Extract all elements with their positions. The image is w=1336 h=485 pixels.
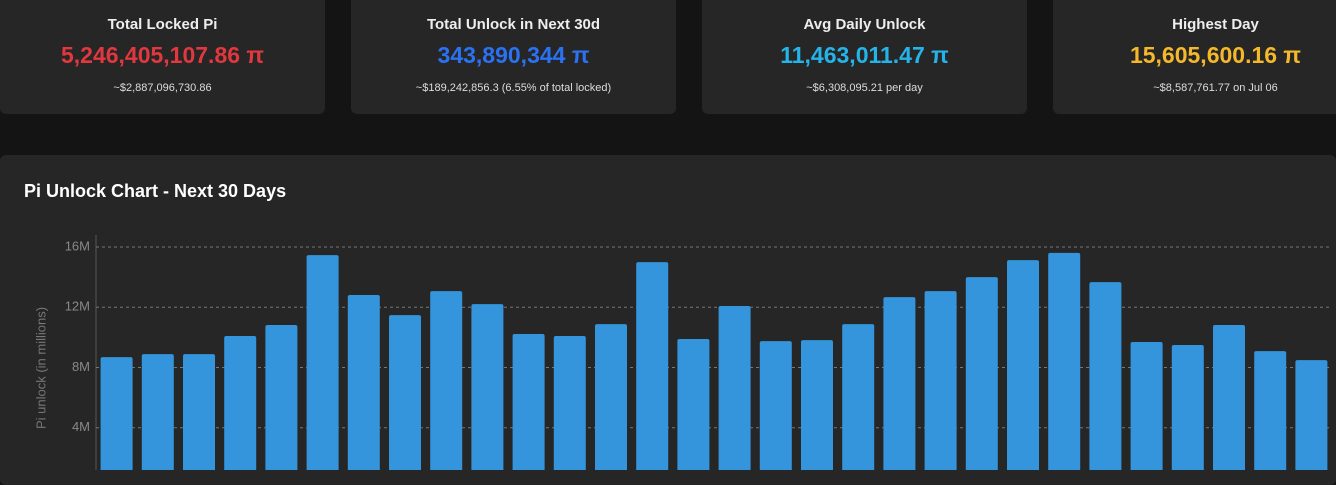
card-subtext: ~$2,887,096,730.86 (113, 82, 212, 94)
bar (1130, 342, 1163, 485)
card-subtext: ~$6,308,095.21 per day (806, 82, 923, 94)
bar (595, 324, 627, 485)
card-value: 15,605,600.16 π (1129, 42, 1302, 68)
bar (636, 262, 669, 485)
bar (883, 297, 916, 485)
bar (924, 291, 957, 485)
card-label: Avg Daily Unlock (803, 16, 926, 33)
y-tick-label: 8M (72, 359, 90, 374)
stat-card: Highest Day 15,605,600.16 π ~$8,587,761.77… (1053, 0, 1336, 114)
chart-card: Pi Unlock Chart - Next 30 Days Pi unlock… (0, 155, 1336, 485)
bar (141, 354, 174, 485)
card-subtext: ~$8,587,761.77 on Jul 06 (1153, 82, 1278, 94)
y-axis-label: Pi unlock (in millions) (33, 307, 48, 429)
bar (1213, 325, 1245, 485)
card-label: Highest Day (1172, 16, 1259, 33)
bar (842, 324, 875, 485)
bar (759, 341, 792, 485)
card-value: 343,890,344 π (437, 42, 590, 68)
bar (224, 336, 257, 485)
bar (471, 304, 504, 485)
bar (430, 291, 463, 485)
bar (1007, 260, 1039, 485)
bar (512, 334, 545, 485)
card-label: Total Unlock in Next 30d (426, 16, 601, 33)
bar (183, 354, 215, 485)
card-subtext: ~$189,242,856.3 (6.55% of total locked) (415, 82, 612, 94)
chart-title: Pi Unlock Chart - Next 30 Days (24, 181, 286, 201)
bar (553, 336, 586, 485)
bar (389, 315, 421, 485)
bar (1048, 252, 1081, 485)
bar (265, 325, 298, 485)
stat-card: Total Locked Pi 5,246,405,107.86 π ~$2,887… (0, 0, 325, 114)
bar (100, 357, 133, 485)
chart: Pi Unlock Chart - Next 30 Days Pi unlock… (24, 181, 1332, 485)
card-value: 5,246,405,107.86 π (60, 42, 265, 68)
bar (965, 277, 998, 485)
bar (1295, 360, 1328, 485)
stat-card: Avg Daily Unlock 11,463,011.47 π ~$6,308,0… (702, 0, 1027, 114)
bar (718, 306, 751, 485)
card-label: Total Locked Pi (107, 16, 218, 33)
card-value: 11,463,011.47 π (780, 42, 949, 68)
stat-card: Total Unlock in Next 30d 343,890,344 π ~$1… (351, 0, 676, 114)
bar (801, 340, 833, 485)
y-tick-label: 4M (72, 419, 90, 434)
y-tick-label: 12M (65, 299, 90, 314)
bar (1254, 351, 1287, 485)
bar (347, 295, 380, 485)
bar (677, 339, 710, 485)
bar (1089, 282, 1122, 485)
y-tick-label: 16M (65, 238, 90, 253)
bar (1171, 345, 1204, 485)
bar (306, 255, 339, 485)
